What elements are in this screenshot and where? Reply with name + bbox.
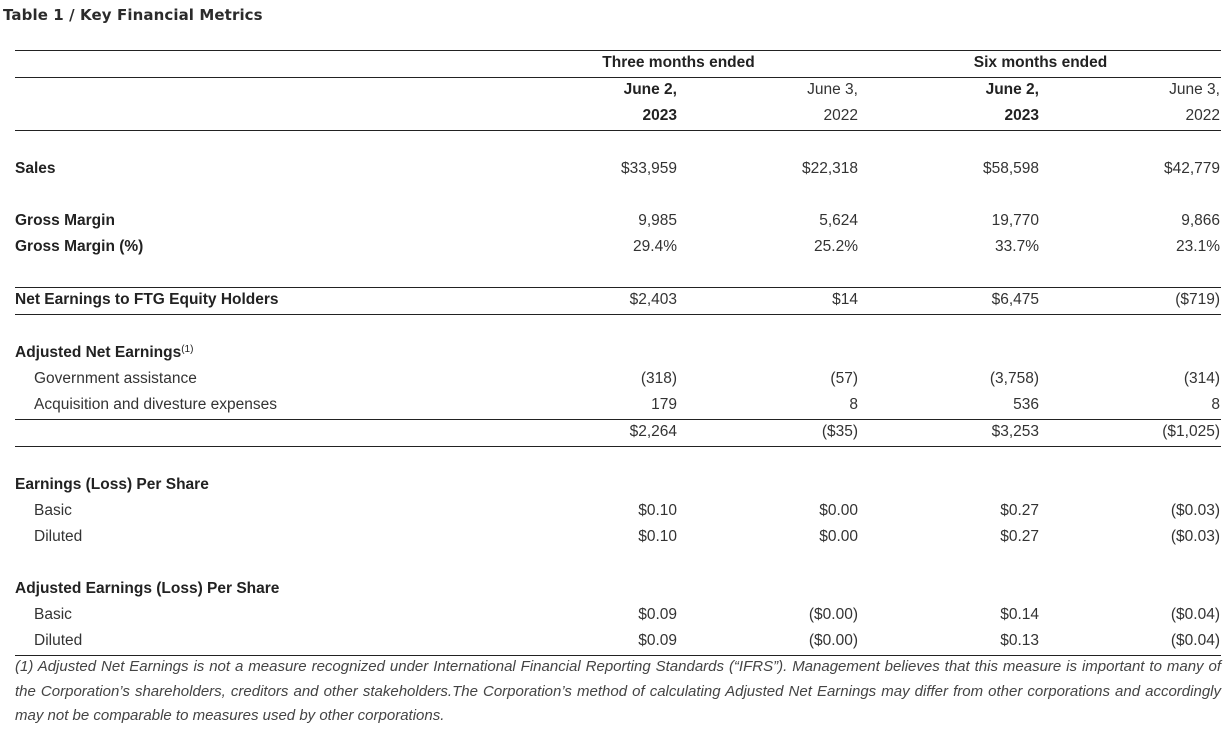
header-bottom-rule [15, 130, 1221, 131]
table-cell: 33.7% [995, 238, 1039, 255]
table-cell: $58,598 [982, 160, 1039, 177]
table-cell: $14 [832, 291, 858, 308]
row-label-eps-diluted: Diluted [34, 528, 83, 545]
row-label-sales: Sales [15, 160, 56, 177]
table-cell: $0.27 [1000, 502, 1039, 519]
group-header-three-months: Three months ended [602, 54, 755, 71]
table-cell: $3,253 [991, 423, 1039, 440]
net-earnings-top-rule [15, 287, 1221, 288]
row-label-net-earnings: Net Earnings to FTG Equity Holders [15, 291, 279, 308]
row-label-eps-basic: Basic [34, 502, 72, 519]
group-header-six-months: Six months ended [973, 54, 1108, 71]
table-cell: $33,959 [620, 160, 677, 177]
row-label-adjusted-net-earnings: Adjusted Net Earnings(1) [15, 343, 193, 363]
adjusted-total-top-rule [15, 419, 1221, 420]
table-cell: 8 [849, 396, 858, 413]
table-cell: ($0.04) [1170, 606, 1220, 623]
table-cell: $0.09 [638, 606, 677, 623]
row-label-eps: Earnings (Loss) Per Share [15, 476, 209, 493]
table-cell: $42,779 [1163, 160, 1220, 177]
group-header-rule [15, 77, 1221, 78]
table-cell: $2,403 [629, 291, 677, 308]
table-cell: 25.2% [814, 238, 858, 255]
table-cell: 5,624 [819, 212, 858, 229]
table-cell: (314) [1183, 370, 1220, 387]
table-cell: $0.10 [638, 528, 677, 545]
table-cell: $0.00 [819, 528, 858, 545]
table-cell: 8 [1211, 396, 1220, 413]
table-cell: ($719) [1175, 291, 1220, 308]
table-cell: $0.13 [1000, 632, 1039, 649]
table-cell: ($0.03) [1170, 528, 1220, 545]
table-cell: ($0.04) [1170, 632, 1220, 649]
table-cell: 536 [1013, 396, 1039, 413]
table-cell: 29.4% [633, 238, 677, 255]
col-header-3-line2: 2023 [1004, 107, 1039, 124]
table-title: Table 1 / Key Financial Metrics [3, 6, 263, 24]
row-label-gross-margin: Gross Margin [15, 212, 115, 229]
table-cell: (318) [640, 370, 677, 387]
row-label-gross-margin-pct: Gross Margin (%) [15, 238, 144, 255]
table-bottom-rule [15, 655, 1221, 656]
table-cell: $0.09 [638, 632, 677, 649]
row-label-adjusted-eps: Adjusted Earnings (Loss) Per Share [15, 580, 280, 597]
adjusted-net-earnings-label: Adjusted Net Earnings [15, 344, 182, 361]
table-cell: $6,475 [991, 291, 1039, 308]
footnote: (1) Adjusted Net Earnings is not a measu… [15, 658, 1221, 724]
col-header-3-line1: June 2, [985, 81, 1039, 98]
row-label-adjusted-eps-diluted: Diluted [34, 632, 83, 649]
table-cell: 19,770 [991, 212, 1039, 229]
col-header-1-line1: June 2, [623, 81, 677, 98]
table-cell: $2,264 [629, 423, 677, 440]
top-rule [15, 50, 1221, 51]
col-header-2-line1: June 3, [807, 81, 858, 98]
table-cell: $0.00 [819, 502, 858, 519]
net-earnings-bottom-rule [15, 314, 1221, 315]
table-cell: $0.27 [1000, 528, 1039, 545]
col-header-1-line2: 2023 [642, 107, 677, 124]
table-cell: ($1,025) [1162, 423, 1220, 440]
row-label-acquisition-expenses: Acquisition and divesture expenses [34, 396, 277, 413]
table-cell: 23.1% [1176, 238, 1220, 255]
adjusted-total-bottom-rule [15, 446, 1221, 447]
row-label-government-assistance: Government assistance [34, 370, 197, 387]
table-cell: ($0.00) [808, 632, 858, 649]
table-cell: 9,866 [1181, 212, 1220, 229]
table-cell: ($0.03) [1170, 502, 1220, 519]
table-cell: 179 [651, 396, 677, 413]
table-cell: (3,758) [989, 370, 1039, 387]
table-cell: (57) [830, 370, 858, 387]
footnote-ref: (1) [181, 344, 194, 355]
row-label-adjusted-eps-basic: Basic [34, 606, 72, 623]
table-cell: ($0.00) [808, 606, 858, 623]
col-header-4-line1: June 3, [1169, 81, 1220, 98]
table-cell: ($35) [821, 423, 858, 440]
col-header-2-line2: 2022 [823, 107, 858, 124]
table-cell: $0.10 [638, 502, 677, 519]
table-cell: 9,985 [638, 212, 677, 229]
col-header-4-line2: 2022 [1185, 107, 1220, 124]
table-cell: $22,318 [801, 160, 858, 177]
table-cell: $0.14 [1000, 606, 1039, 623]
